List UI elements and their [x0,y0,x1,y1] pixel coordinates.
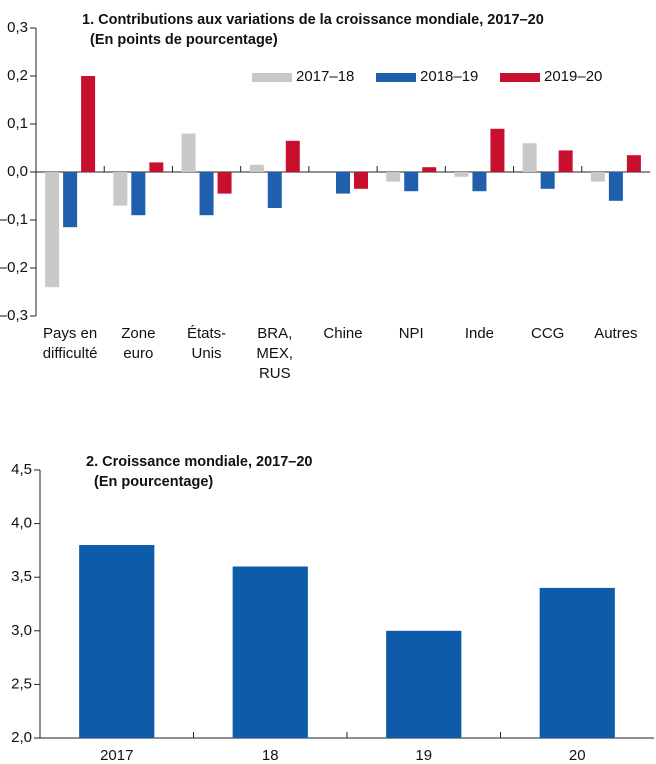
y-tick-label: 2,5 [11,675,32,692]
bar [249,164,264,172]
legend-label: 2017–18 [296,68,354,85]
legend-label: 2018–19 [420,68,478,85]
bar [522,143,537,172]
bar [386,172,401,182]
y-tick-label: 2,0 [11,729,32,746]
bar [608,172,623,201]
bar [113,172,128,206]
bar [45,172,60,288]
x-tick-label: CCG [531,325,564,342]
chart-title: 2. Croissance mondiale, 2017–20 [86,454,313,470]
y-tick-label: 0,3 [7,19,28,36]
bar [285,140,300,172]
chart-subtitle: (En points de pourcentage) [90,32,278,48]
chart-title: 1. Contributions aux variations de la cr… [82,12,544,28]
bar [354,172,368,189]
y-tick-label: 0,1 [7,115,28,132]
legend-swatch [500,73,540,82]
x-tick-label: Pays en difficulté [43,325,98,362]
y-tick-label: –0,3 [0,307,28,324]
x-tick-label: Inde [465,325,494,342]
bar [472,172,487,192]
x-tick-label: NPI [399,325,424,342]
bar [131,172,146,216]
x-tick-label: 18 [262,747,279,764]
x-tick-label: BRA, MEX, RUS [256,325,293,382]
bar [63,172,78,228]
bar [558,150,573,172]
x-tick-label: États-Unis [187,325,226,362]
bar [232,566,308,738]
x-tick-label: 2017 [100,747,133,764]
x-tick-label: Autres [594,325,637,342]
bar [199,172,214,216]
x-tick-label: Zone euro [121,325,155,362]
y-tick-label: 3,5 [11,568,32,585]
bar [540,172,555,189]
y-tick-label: 3,0 [11,622,32,639]
bar [590,172,605,182]
y-tick-label: 4,0 [11,515,32,532]
bar [386,630,462,738]
bar [422,167,437,172]
bar [626,155,641,172]
legend-swatch [376,73,416,82]
chart-subtitle: (En pourcentage) [94,474,213,490]
x-tick-label: 19 [415,747,432,764]
bar [336,172,350,194]
bar [404,172,419,192]
x-tick-label: Chine [323,325,362,342]
bar [79,545,155,738]
y-tick-label: 4,5 [11,461,32,478]
bar [81,76,96,172]
bar [490,128,505,172]
bar [149,162,164,172]
y-tick-label: –0,2 [0,259,28,276]
bar [267,172,282,208]
bar [454,172,469,177]
bar [539,587,615,738]
y-tick-label: 0,2 [7,67,28,84]
bar [217,172,232,194]
y-tick-label: –0,1 [0,211,28,228]
legend-swatch [252,73,292,82]
y-tick-label: 0,0 [7,163,28,180]
bar [181,133,196,172]
legend-label: 2019–20 [544,68,602,85]
x-tick-label: 20 [569,747,586,764]
